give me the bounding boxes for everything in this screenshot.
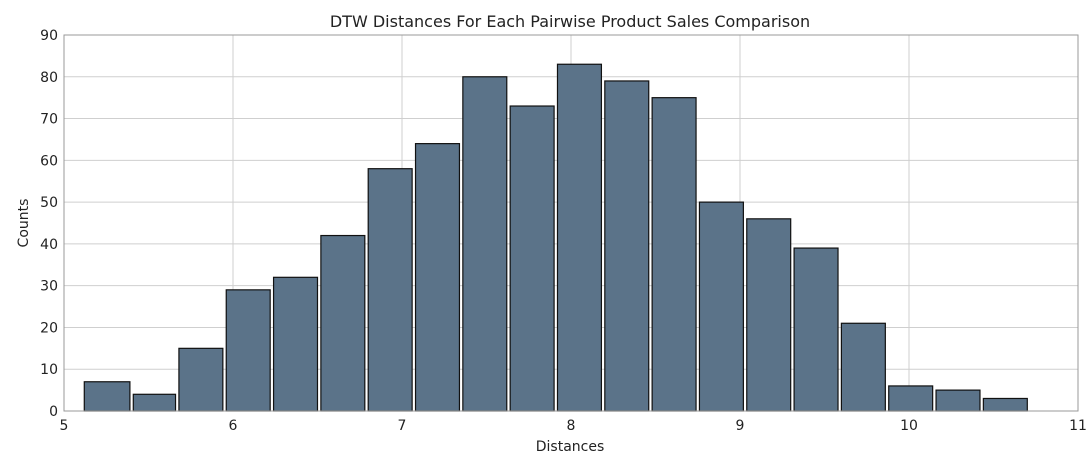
histogram-bar: [414, 143, 461, 412]
x-tick-label: 9: [736, 418, 745, 434]
x-tick-label: 10: [900, 418, 918, 434]
y-tick-label: 10: [40, 362, 58, 378]
histogram-bar: [651, 97, 697, 412]
histogram-bar: [982, 397, 1028, 412]
y-tick-label: 90: [40, 28, 58, 44]
x-tick-label: 5: [60, 418, 69, 434]
chart-title: DTW Distances For Each Pairwise Product …: [330, 12, 810, 31]
x-tick-label: 8: [567, 418, 576, 434]
histogram-bar: [225, 289, 271, 412]
histogram-bar: [367, 168, 413, 412]
y-tick-label: 60: [40, 153, 58, 169]
plot-frame: [63, 34, 1079, 412]
histogram-bar: [132, 393, 177, 412]
histogram-bar: [462, 76, 508, 412]
histogram-bar: [320, 234, 366, 412]
histogram-bar: [698, 201, 744, 412]
y-tick-label: 0: [49, 404, 58, 420]
histogram-bar: [556, 63, 603, 412]
histogram-bar: [840, 322, 886, 412]
x-axis-label: Distances: [536, 439, 605, 454]
y-tick-label: 80: [40, 70, 58, 86]
y-axis-label: Counts: [16, 199, 32, 248]
histogram-bar: [604, 80, 650, 412]
histogram-bar: [509, 105, 555, 412]
y-tick-label: 50: [40, 195, 58, 211]
y-tick-label: 40: [40, 237, 58, 253]
histogram-bar: [272, 276, 319, 412]
bars: [83, 63, 1028, 412]
histogram-bar: [746, 218, 792, 412]
y-tick-labels: 0 10 20 30 40 50 60 70 80 90: [40, 28, 58, 420]
y-tick-label: 30: [40, 279, 58, 295]
y-tick-label: 20: [40, 320, 58, 336]
histogram-bar: [83, 381, 131, 412]
histogram-bar: [178, 347, 224, 412]
histogram-bar: [888, 385, 934, 412]
x-tick-label: 6: [229, 418, 238, 434]
y-tick-label: 70: [40, 112, 58, 128]
x-tick-label: 11: [1069, 418, 1087, 434]
histogram-bar: [793, 247, 839, 412]
x-tick-label: 7: [398, 418, 407, 434]
histogram-bar: [935, 389, 981, 412]
x-tick-labels: 5 6 7 8 9 10 11: [60, 418, 1087, 434]
